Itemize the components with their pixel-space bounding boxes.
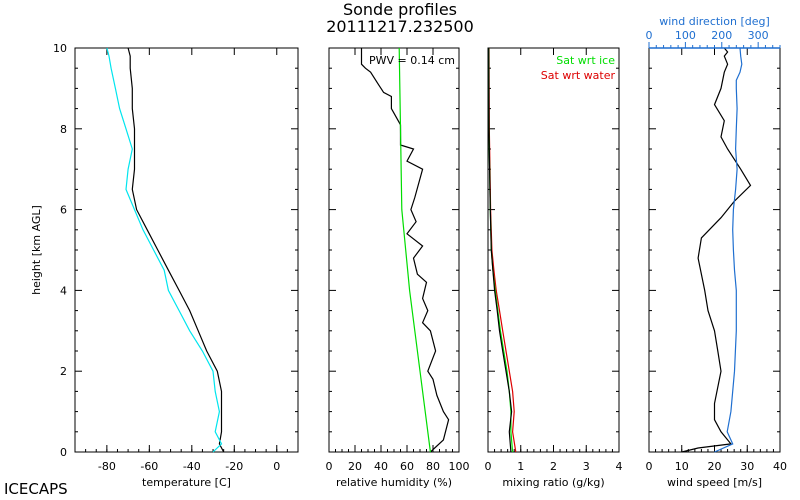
panel-3-frame [487, 47, 620, 453]
panel-2-series-1 [360, 48, 450, 453]
x-tick-label: 100 [449, 460, 470, 473]
wind-direction-tick-label: 0 [646, 29, 653, 42]
panel-2-series-2 [398, 47, 431, 453]
panel-3-xlabel: mixing ratio (g/kg) [502, 476, 604, 489]
x-tick-label: 20 [348, 460, 362, 473]
wind-direction-tick-label: 200 [711, 29, 732, 42]
panel-1-xlabel: temperature [C] [142, 476, 231, 489]
x-tick-label: -20 [225, 460, 243, 473]
y-tick-label: 10 [53, 42, 67, 55]
panel-4-frame [648, 47, 781, 453]
legend-sat-water: Sat wrt water [541, 69, 616, 82]
x-tick-label: 30 [740, 460, 754, 473]
wind-direction-tick-label: 300 [748, 29, 769, 42]
wind-direction-tick-label: 100 [675, 29, 696, 42]
y-axis-label: height [km AGL] [30, 205, 43, 295]
panel-2-frame [328, 47, 460, 453]
x-tick-label: -60 [140, 460, 158, 473]
y-tick-label: 8 [60, 123, 67, 136]
x-tick-label: 0 [326, 460, 333, 473]
panel-4-series-1 [681, 47, 752, 453]
y-tick-label: 2 [60, 365, 67, 378]
x-tick-label: 3 [583, 460, 590, 473]
x-tick-label: 0 [646, 460, 653, 473]
x-tick-label: 0 [485, 460, 492, 473]
panel-4-series-2 [714, 47, 743, 453]
panel-1-series-1 [127, 47, 225, 453]
y-tick-label: 6 [60, 204, 67, 217]
panel-2-xlabel: relative humidity (%) [336, 476, 452, 489]
y-tick-label: 0 [60, 446, 67, 459]
x-tick-label: 2 [550, 460, 557, 473]
x-tick-label: 80 [426, 460, 440, 473]
x-tick-label: -80 [98, 460, 116, 473]
wind-direction-label: wind direction [deg] [659, 15, 770, 28]
x-tick-label: 20 [708, 460, 722, 473]
x-tick-label: 1 [517, 460, 524, 473]
pwv-annotation: PWV = 0.14 cm [369, 54, 455, 67]
panel-1-frame [74, 47, 299, 453]
footer-label: ICECAPS [4, 480, 68, 498]
chart-subtitle: 20111217.232500 [326, 17, 474, 36]
y-tick-label: 4 [60, 284, 67, 297]
x-tick-label: 0 [273, 460, 280, 473]
x-tick-label: 40 [374, 460, 388, 473]
x-tick-label: 40 [773, 460, 787, 473]
panel-4-xlabel: wind speed [m/s] [667, 476, 762, 489]
x-tick-label: 4 [616, 460, 623, 473]
chart-title: Sonde profiles [343, 0, 457, 19]
panel-1-series-2 [106, 47, 223, 453]
x-tick-label: 10 [675, 460, 689, 473]
x-tick-label: -40 [183, 460, 201, 473]
panel-3-series-1 [488, 47, 517, 453]
panel-3-series-3 [488, 47, 513, 453]
x-tick-label: 60 [400, 460, 414, 473]
legend-sat-ice: Sat wrt ice [556, 54, 615, 67]
